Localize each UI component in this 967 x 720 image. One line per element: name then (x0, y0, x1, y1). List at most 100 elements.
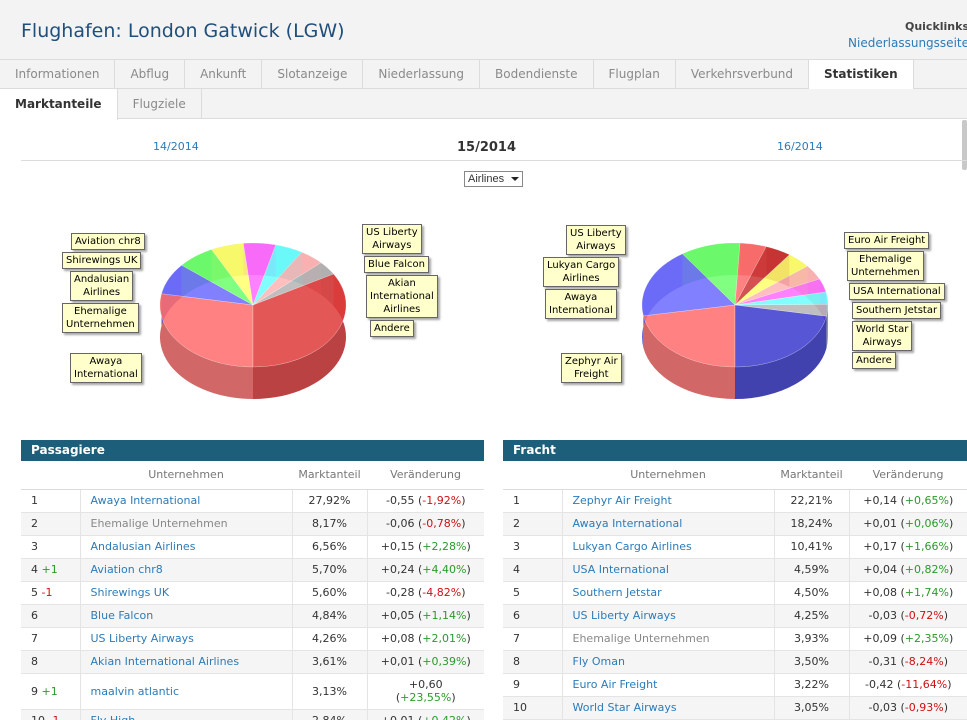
change-relative: (-0,72%) (900, 609, 948, 622)
change-absolute: +0,24 (380, 563, 418, 576)
quicklinks-label: Quicklinks (904, 20, 967, 33)
tab-statistiken[interactable]: Statistiken (809, 60, 914, 90)
company-link[interactable]: Fly High (91, 714, 136, 720)
company-cell: Awaya International (79, 489, 292, 513)
rank-cell: 10 -1 (21, 709, 80, 720)
pie-slice (734, 265, 820, 306)
subtab-marktanteile[interactable]: Marktanteile (0, 89, 118, 120)
share-cell: 5,70% (291, 558, 367, 582)
week-navigation: 14/2014 15/2014 16/2014 (21, 135, 967, 161)
next-week-link[interactable]: 16/2014 (777, 140, 823, 153)
scrollbar[interactable] (962, 120, 967, 170)
company-link[interactable]: US Liberty Airways (572, 609, 676, 622)
company-cell: Andalusian Airlines (79, 535, 292, 559)
share-cell: 5,60% (291, 581, 367, 605)
change-absolute: +0,14 (863, 494, 901, 507)
subtab-flugziele[interactable]: Flugziele (118, 89, 202, 119)
company-link[interactable]: Fly Oman (572, 655, 625, 668)
company-link[interactable]: Euro Air Freight (572, 678, 658, 691)
change-cell: +0,08 (+1,74%) (848, 581, 967, 605)
chart-callout-left: Awaya International (70, 353, 142, 383)
company-link[interactable]: Shirewings UK (90, 586, 170, 599)
chart-callout-right: Andere (852, 352, 896, 369)
company-cell: US Liberty Airways (561, 604, 774, 628)
rank-number: 2 (31, 517, 38, 530)
table-row: 1 Awaya International 27,92% -0,55 (-1,92%) (21, 489, 484, 513)
passagiere-panel-title: Passagiere (21, 440, 484, 461)
rank-number: 3 (513, 540, 520, 553)
table-row: 6 US Liberty Airways 4,25% -0,03 (-0,72%) (503, 604, 967, 628)
chart-callout-left: US Liberty Airways (362, 224, 422, 254)
tab-niederlassung[interactable]: Niederlassung (363, 60, 481, 89)
tab-bodendienste[interactable]: Bodendienste (480, 60, 594, 89)
company-cell: World Star Airways (561, 696, 774, 720)
pie-slice (252, 244, 303, 306)
pie-slice (734, 242, 767, 306)
table-row: 8 Fly Oman 3,50% -0,31 (-8,24%) (503, 650, 967, 674)
company-link[interactable]: maalvin atlantic (90, 684, 180, 698)
passagiere-panel: Passagiere Unternehmen Marktanteil Verän… (21, 440, 484, 720)
table-row: 5 Southern Jetstar 4,50% +0,08 (+1,74%) (503, 581, 967, 605)
pie-slice (252, 273, 347, 368)
change-relative: (+0,42%) (418, 714, 471, 720)
company-link[interactable]: US Liberty Airways (90, 632, 194, 645)
pie-slice (252, 251, 322, 306)
rank-number: 8 (31, 655, 38, 668)
company-link[interactable]: USA International (572, 563, 669, 576)
table-row: 2 Awaya International 18,24% +0,01 (+0,06%) (503, 512, 967, 536)
tab-verkehrsverbund[interactable]: Verkehrsverbund (676, 60, 810, 89)
pie-slice (734, 254, 808, 306)
company-link[interactable]: Southern Jetstar (572, 586, 662, 599)
company-link[interactable]: Blue Falcon (90, 609, 154, 622)
change-absolute: +0,01 (381, 714, 418, 720)
company-cell: Ehemalige Unternehmen (79, 512, 292, 536)
chart-callout-left: Aviation chr8 (71, 233, 145, 250)
rank-number: 5 (513, 586, 520, 599)
table-row: 4 USA International 4,59% +0,04 (+0,82%) (503, 558, 967, 582)
table-row: 6 Blue Falcon 4,84% +0,05 (+1,14%) (21, 604, 484, 628)
company-link[interactable]: Awaya International (572, 517, 683, 530)
company-link[interactable]: Lukyan Cargo Airlines (572, 540, 692, 553)
change-cell: +0,15 (+2,28%) (366, 535, 484, 559)
previous-week-link[interactable]: 14/2014 (153, 140, 199, 153)
change-cell: +0,01 (+0,39%) (366, 650, 484, 674)
chart-callout-right: Euro Air Freight (844, 232, 930, 249)
company-cell: Aviation chr8 (79, 558, 292, 582)
tab-ankunft[interactable]: Ankunft (185, 60, 263, 89)
share-cell: 4,25% (773, 604, 849, 628)
rank-cell: 9 +1 (21, 673, 80, 710)
company-cell: Awaya International (561, 512, 774, 536)
tab-informationen[interactable]: Informationen (0, 60, 116, 89)
rank-number: 5 (31, 586, 38, 599)
rank-movement: +1 (38, 684, 58, 698)
airlines-select[interactable]: Airlines (464, 171, 523, 187)
pie-slice (682, 242, 741, 306)
tab-flugplan[interactable]: Flugplan (594, 60, 676, 89)
table-row: 5 -1 Shirewings UK 5,60% -0,28 (-4,82%) (21, 581, 484, 605)
company-link[interactable]: World Star Airways (572, 701, 677, 714)
rank-cell: 2 (21, 512, 80, 536)
company-name: Ehemalige Unternehmen (90, 517, 228, 530)
table-row: 1 Zephyr Air Freight 22,21% +0,14 (+0,65%) (503, 489, 967, 513)
rank-cell: 3 (21, 535, 80, 559)
company-cell: Akian International Airlines (79, 650, 292, 674)
rank-cell: 4 (503, 558, 562, 582)
pie-slice (643, 304, 736, 368)
tab-abflug[interactable]: Abflug (115, 60, 186, 89)
company-link[interactable]: Zephyr Air Freight (572, 494, 672, 507)
rank-cell: 9 (503, 673, 562, 697)
change-relative: (+0,06%) (900, 517, 954, 530)
company-link[interactable]: Akian International Airlines (90, 655, 240, 668)
quicklinks-link[interactable]: Niederlassungsseite (848, 36, 967, 50)
rank-cell: 2 (503, 512, 562, 536)
company-link[interactable]: Andalusian Airlines (90, 540, 196, 553)
table-header-row: Unternehmen Marktanteil Veränderung (21, 461, 484, 490)
rank-cell: 4 +1 (21, 558, 80, 582)
table-row: 9 Euro Air Freight 3,22% -0,42 (-11,64%) (503, 673, 967, 697)
company-link[interactable]: Aviation chr8 (90, 563, 163, 576)
tab-slotanzeige[interactable]: Slotanzeige (262, 60, 364, 89)
company-link[interactable]: Awaya International (90, 494, 201, 507)
chart-callout-right: US Liberty Airways (566, 225, 626, 255)
change-relative: (+4,40%) (417, 563, 471, 576)
table-row: 3 Andalusian Airlines 6,56% +0,15 (+2,28%) (21, 535, 484, 559)
